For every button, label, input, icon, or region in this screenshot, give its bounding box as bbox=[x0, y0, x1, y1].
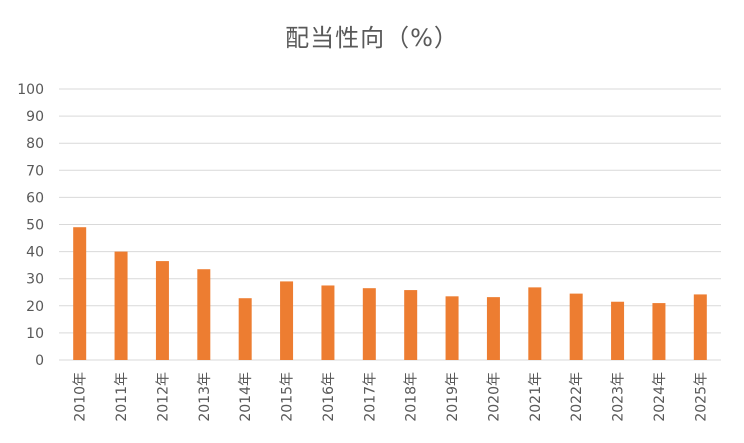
x-category-label: 2011年 bbox=[114, 372, 130, 422]
x-category-label: 2019年 bbox=[445, 372, 461, 422]
bar bbox=[197, 269, 211, 360]
y-tick-label: 40 bbox=[26, 245, 44, 261]
x-category-label: 2018年 bbox=[404, 372, 420, 422]
bar bbox=[652, 303, 666, 360]
bar bbox=[155, 261, 169, 360]
x-category-label: 2020年 bbox=[486, 372, 502, 422]
chart-title: 配当性向（%） bbox=[285, 24, 459, 52]
x-category-label: 2010年 bbox=[73, 372, 89, 422]
y-tick-label: 70 bbox=[26, 163, 44, 179]
x-axis-category-labels: 2010年 2011年 2012年 2013年 2014年 2015年 2016年 2017年… bbox=[73, 372, 710, 422]
bar bbox=[114, 251, 128, 360]
bar bbox=[611, 301, 625, 360]
y-tick-label: 50 bbox=[26, 218, 44, 234]
bar bbox=[73, 227, 87, 360]
x-category-label: 2016年 bbox=[321, 372, 337, 422]
bars bbox=[73, 227, 707, 360]
x-category-label: 2025年 bbox=[693, 372, 709, 422]
x-category-label: 2013年 bbox=[197, 372, 213, 422]
bar bbox=[445, 296, 459, 360]
y-tick-label: 60 bbox=[26, 190, 44, 206]
y-tick-label: 30 bbox=[26, 272, 44, 288]
bar bbox=[528, 287, 542, 360]
bar bbox=[486, 297, 500, 360]
x-category-label: 2014年 bbox=[238, 372, 254, 422]
bar bbox=[280, 281, 294, 360]
bar bbox=[321, 285, 335, 360]
y-tick-label: 20 bbox=[26, 299, 44, 315]
bar bbox=[404, 290, 418, 360]
y-tick-label: 100 bbox=[17, 82, 44, 98]
bar bbox=[569, 293, 583, 360]
x-category-label: 2022年 bbox=[569, 372, 585, 422]
bar bbox=[362, 288, 376, 360]
gridlines bbox=[59, 88, 721, 361]
bar bbox=[693, 294, 707, 360]
y-tick-label: 10 bbox=[26, 326, 44, 342]
x-category-label: 2015年 bbox=[280, 372, 296, 422]
x-category-label: 2021年 bbox=[528, 372, 544, 422]
x-category-label: 2012年 bbox=[155, 372, 171, 422]
y-tick-label: 0 bbox=[35, 353, 44, 369]
y-tick-label: 90 bbox=[26, 109, 44, 125]
x-category-label: 2023年 bbox=[611, 372, 627, 422]
y-tick-label: 80 bbox=[26, 136, 44, 152]
bar bbox=[238, 298, 252, 360]
x-category-label: 2017年 bbox=[362, 372, 378, 422]
x-category-label: 2024年 bbox=[652, 372, 668, 422]
y-axis-tick-labels: 0 10 20 30 40 50 60 70 80 90 100 bbox=[17, 82, 44, 369]
